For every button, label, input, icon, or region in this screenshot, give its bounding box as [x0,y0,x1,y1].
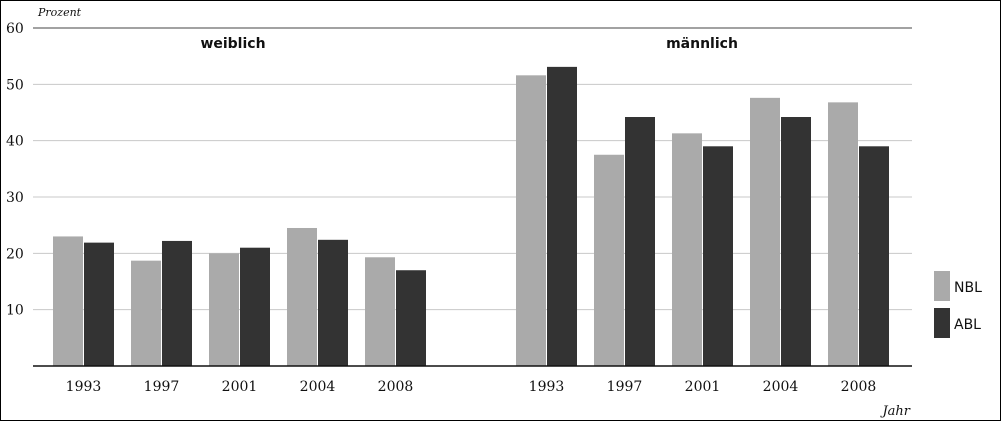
bar-abl [240,247,270,366]
x-axis-label: Jahr [879,404,910,419]
bar-abl [162,240,192,366]
legend-swatch-nbl [934,271,950,301]
x-tick-label: 2008 [378,379,414,395]
bar-nbl [365,257,395,366]
legend-label-abl: ABL [954,317,981,333]
bar-nbl [53,236,83,366]
bar-nbl [209,253,239,366]
y-tick-label: 60 [6,21,24,37]
bars [53,66,889,367]
x-tick-label: 2008 [841,379,877,395]
x-tick-label: 1997 [607,379,643,395]
bar-abl [547,66,577,367]
bar-nbl [516,75,546,366]
bar-abl [781,117,811,366]
legend-swatch-abl [934,308,950,338]
bar-abl [703,146,733,366]
bar-nbl [594,154,624,366]
x-tick-label: 1993 [66,379,102,395]
bar-nbl [131,260,161,366]
bar-nbl [287,227,317,366]
bar-abl [859,146,889,366]
x-tick-label: 1993 [529,379,565,395]
bar-nbl [672,133,702,366]
axes: 10 20 30 40 50 60 Prozent Jahr weiblich 1993 1997 2… [6,6,912,419]
y-axis-label: Prozent [37,6,82,19]
y-tick-label: 50 [6,77,24,93]
x-tick-label: 1997 [144,379,180,395]
bar-abl [84,242,114,366]
bar-nbl [828,102,858,367]
bar-nbl [750,97,780,366]
bar-abl [625,117,655,366]
x-tick-label: 2001 [685,379,721,395]
x-tick-label: 2004 [763,379,799,395]
y-tick-label: 40 [6,134,24,150]
x-tick-label: 2001 [222,379,258,395]
legend: NBL ABL [934,271,982,338]
panel-title: männlich [666,36,738,52]
y-tick-label: 20 [6,246,24,262]
y-tick-label: 30 [6,190,24,206]
legend-label-nbl: NBL [954,280,982,296]
bar-abl [396,270,426,366]
y-tick-label: 10 [6,303,24,319]
x-tick-label: 2004 [300,379,336,395]
panel-title: weiblich [200,36,265,52]
bar-abl [318,239,348,366]
